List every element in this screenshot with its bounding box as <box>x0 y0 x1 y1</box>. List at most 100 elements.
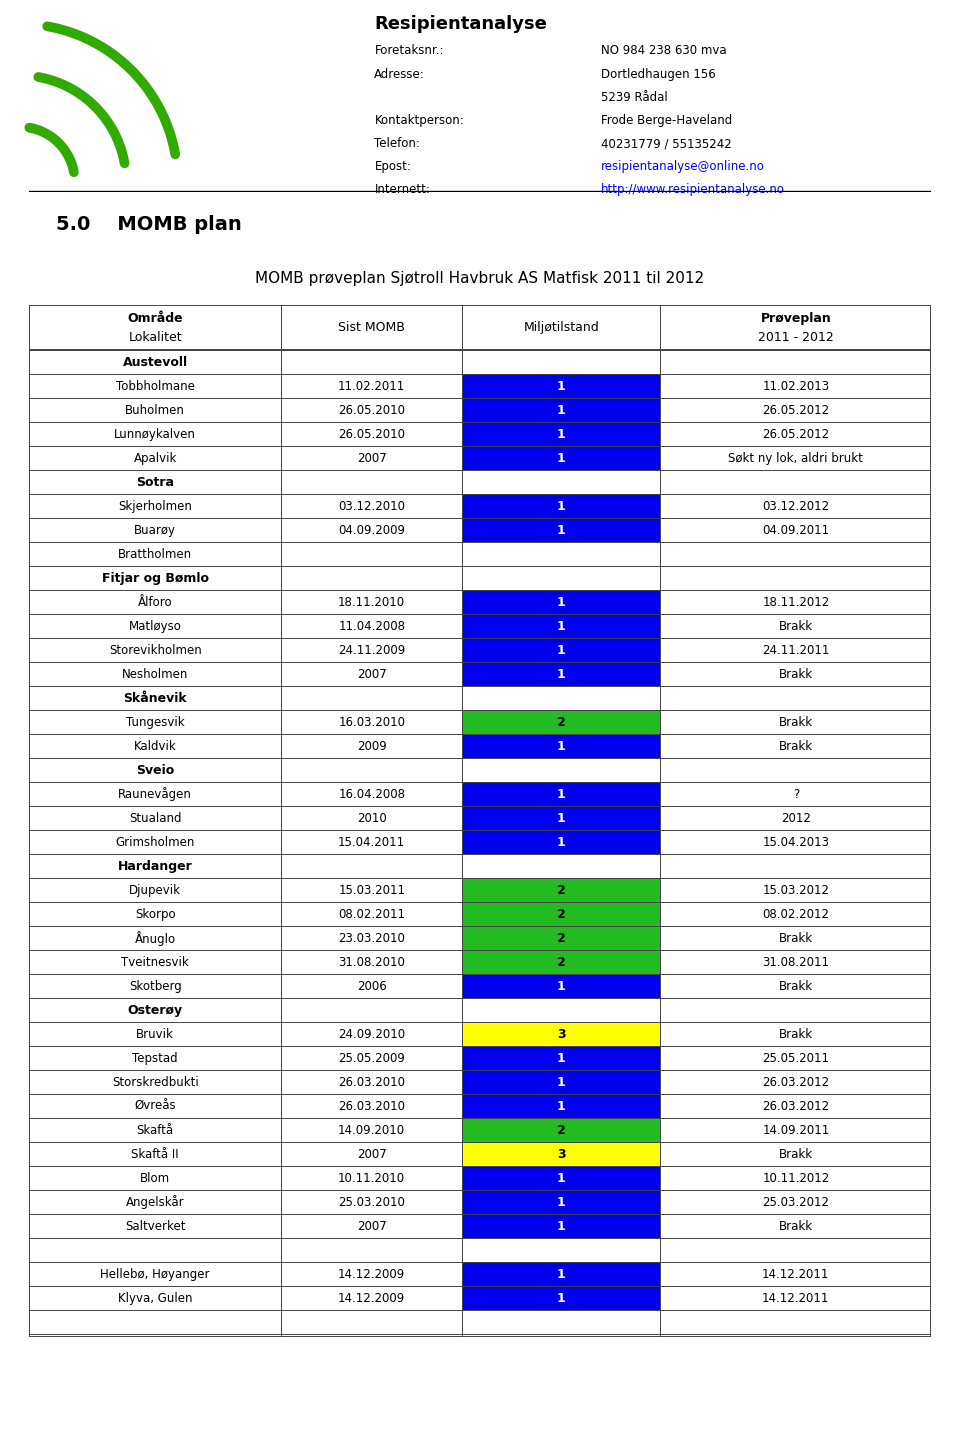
Bar <box>462 1285 660 1310</box>
Bar <box>660 974 931 997</box>
Text: 25.03.2012: 25.03.2012 <box>762 1195 829 1208</box>
Text: Storskredbukti: Storskredbukti <box>111 1076 199 1089</box>
Text: Klyva, Gulen: Klyva, Gulen <box>118 1291 192 1304</box>
Bar <box>29 951 281 974</box>
Text: Skorpo: Skorpo <box>134 907 176 920</box>
Bar <box>660 542 931 566</box>
Bar <box>462 638 660 663</box>
Bar <box>281 1022 462 1047</box>
Text: 23.03.2010: 23.03.2010 <box>338 932 405 945</box>
Text: 26.05.2010: 26.05.2010 <box>338 427 405 441</box>
Text: Adresse:: Adresse: <box>374 68 425 80</box>
Text: 2: 2 <box>557 932 565 945</box>
Text: 15.04.2011: 15.04.2011 <box>338 836 405 849</box>
Text: 2: 2 <box>557 955 565 968</box>
Text: Tobbholmane: Tobbholmane <box>116 379 195 393</box>
Bar <box>29 350 931 374</box>
Bar <box>462 901 660 926</box>
Text: Hellebø, Høyanger: Hellebø, Høyanger <box>101 1268 210 1281</box>
Text: 1: 1 <box>557 1172 565 1185</box>
Text: 03.12.2012: 03.12.2012 <box>762 500 829 513</box>
Text: Miljøtilstand: Miljøtilstand <box>523 321 599 334</box>
Bar <box>29 734 281 759</box>
Bar <box>462 1189 660 1214</box>
Text: 1: 1 <box>557 1195 565 1208</box>
Bar <box>462 446 660 470</box>
Bar <box>281 422 462 446</box>
Text: Saltverket: Saltverket <box>125 1220 185 1233</box>
Text: Kaldvik: Kaldvik <box>133 740 177 753</box>
Text: 10.11.2012: 10.11.2012 <box>762 1172 829 1185</box>
Bar <box>29 1143 281 1166</box>
Bar <box>462 734 660 759</box>
Text: Resipientanalyse: Resipientanalyse <box>374 16 547 33</box>
Text: Frode Berge-Haveland: Frode Berge-Haveland <box>601 113 732 126</box>
Bar <box>281 374 462 398</box>
Bar <box>281 1093 462 1118</box>
Text: 24.11.2009: 24.11.2009 <box>338 644 405 657</box>
Bar <box>281 1070 462 1093</box>
Bar <box>660 951 931 974</box>
Text: Brakk: Brakk <box>779 667 813 680</box>
Bar <box>660 1070 931 1093</box>
Text: Skotberg: Skotberg <box>129 980 181 993</box>
Bar <box>29 926 281 951</box>
Bar <box>29 374 281 398</box>
Text: Søkt ny lok, aldri brukt: Søkt ny lok, aldri brukt <box>729 452 863 465</box>
Text: ?: ? <box>793 788 799 801</box>
Text: Brakk: Brakk <box>779 980 813 993</box>
Text: 2: 2 <box>557 715 565 728</box>
Text: 2007: 2007 <box>357 1147 387 1160</box>
Bar <box>281 518 462 542</box>
Text: Apalvik: Apalvik <box>133 452 177 465</box>
Text: 18.11.2010: 18.11.2010 <box>338 596 405 609</box>
Text: 2007: 2007 <box>357 452 387 465</box>
Text: Område: Område <box>128 313 183 326</box>
Text: 25.03.2010: 25.03.2010 <box>338 1195 405 1208</box>
Text: Brakk: Brakk <box>779 1220 813 1233</box>
Text: 26.05.2010: 26.05.2010 <box>338 404 405 417</box>
Bar <box>462 926 660 951</box>
Text: 2007: 2007 <box>357 667 387 680</box>
Text: Epost:: Epost: <box>374 160 411 173</box>
Bar <box>660 926 931 951</box>
Text: 1: 1 <box>557 740 565 753</box>
Bar <box>29 1045 281 1070</box>
Bar <box>29 1237 931 1262</box>
Bar <box>462 662 660 686</box>
Text: 1: 1 <box>557 596 565 609</box>
Bar <box>462 542 660 566</box>
Bar <box>281 806 462 830</box>
Text: 2: 2 <box>557 884 565 897</box>
Text: 31.08.2011: 31.08.2011 <box>762 955 829 968</box>
Bar <box>29 590 281 614</box>
Bar <box>462 614 660 638</box>
Bar <box>660 1045 931 1070</box>
Bar <box>660 734 931 759</box>
Text: 11.04.2008: 11.04.2008 <box>338 619 405 632</box>
Text: Tepstad: Tepstad <box>132 1051 178 1064</box>
Text: 15.03.2011: 15.03.2011 <box>338 884 405 897</box>
Bar <box>29 638 281 663</box>
Text: Skjerholmen: Skjerholmen <box>118 500 192 513</box>
Text: 25.05.2009: 25.05.2009 <box>338 1051 405 1064</box>
Text: MOMB prøveplan Sjøtroll Havbruk AS Matfisk 2011 til 2012: MOMB prøveplan Sjøtroll Havbruk AS Matfi… <box>255 270 705 286</box>
Bar <box>462 806 660 830</box>
Text: 1: 1 <box>557 452 565 465</box>
Bar <box>660 1285 931 1310</box>
Bar <box>29 1022 281 1047</box>
Bar <box>462 518 660 542</box>
Bar <box>29 1189 281 1214</box>
Text: Prøveplan: Prøveplan <box>760 313 831 326</box>
Text: Ålforo: Ålforo <box>138 596 173 609</box>
Bar <box>660 398 931 422</box>
Text: 11.02.2013: 11.02.2013 <box>762 379 829 393</box>
Text: Dortledhaugen 156: Dortledhaugen 156 <box>601 68 716 80</box>
Bar <box>462 494 660 519</box>
Text: Lunnøykalven: Lunnøykalven <box>114 427 196 441</box>
Bar <box>660 1166 931 1189</box>
Bar <box>29 710 281 734</box>
Bar <box>462 398 660 422</box>
Bar <box>281 901 462 926</box>
Bar <box>29 997 931 1022</box>
